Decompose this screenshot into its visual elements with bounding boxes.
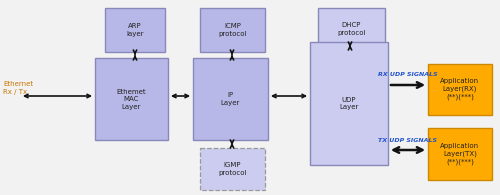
Bar <box>105 8 165 52</box>
Text: Ethemet
MAC
Layer: Ethemet MAC Layer <box>116 89 146 110</box>
Text: ARP
layer: ARP layer <box>126 23 144 37</box>
Bar <box>310 42 388 165</box>
Text: Application
Layer(RX)
(**)(***): Application Layer(RX) (**)(***) <box>440 79 480 100</box>
Text: UDP
Layer: UDP Layer <box>340 97 358 110</box>
Text: DHCP
protocol: DHCP protocol <box>337 22 366 36</box>
Text: ICMP
protocol: ICMP protocol <box>218 23 247 37</box>
Text: TX UDP SIGNALS: TX UDP SIGNALS <box>378 138 438 143</box>
Text: Ethernet
Rx / Tx: Ethernet Rx / Tx <box>3 81 33 95</box>
Text: IGMP
protocol: IGMP protocol <box>218 162 247 176</box>
Bar <box>318 8 385 50</box>
Bar <box>200 8 265 52</box>
Text: Application
Layer(TX)
(**)(***): Application Layer(TX) (**)(***) <box>440 143 480 165</box>
Bar <box>193 58 268 140</box>
Bar <box>200 148 265 190</box>
Text: RX UDP SIGNALS: RX UDP SIGNALS <box>378 72 438 77</box>
Bar <box>428 128 492 180</box>
Bar <box>95 58 168 140</box>
Bar <box>428 64 492 115</box>
Text: IP
Layer: IP Layer <box>221 92 240 106</box>
